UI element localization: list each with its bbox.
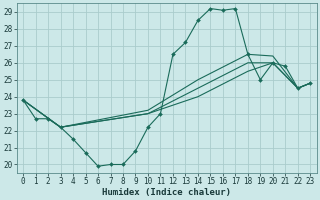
X-axis label: Humidex (Indice chaleur): Humidex (Indice chaleur) xyxy=(102,188,231,197)
